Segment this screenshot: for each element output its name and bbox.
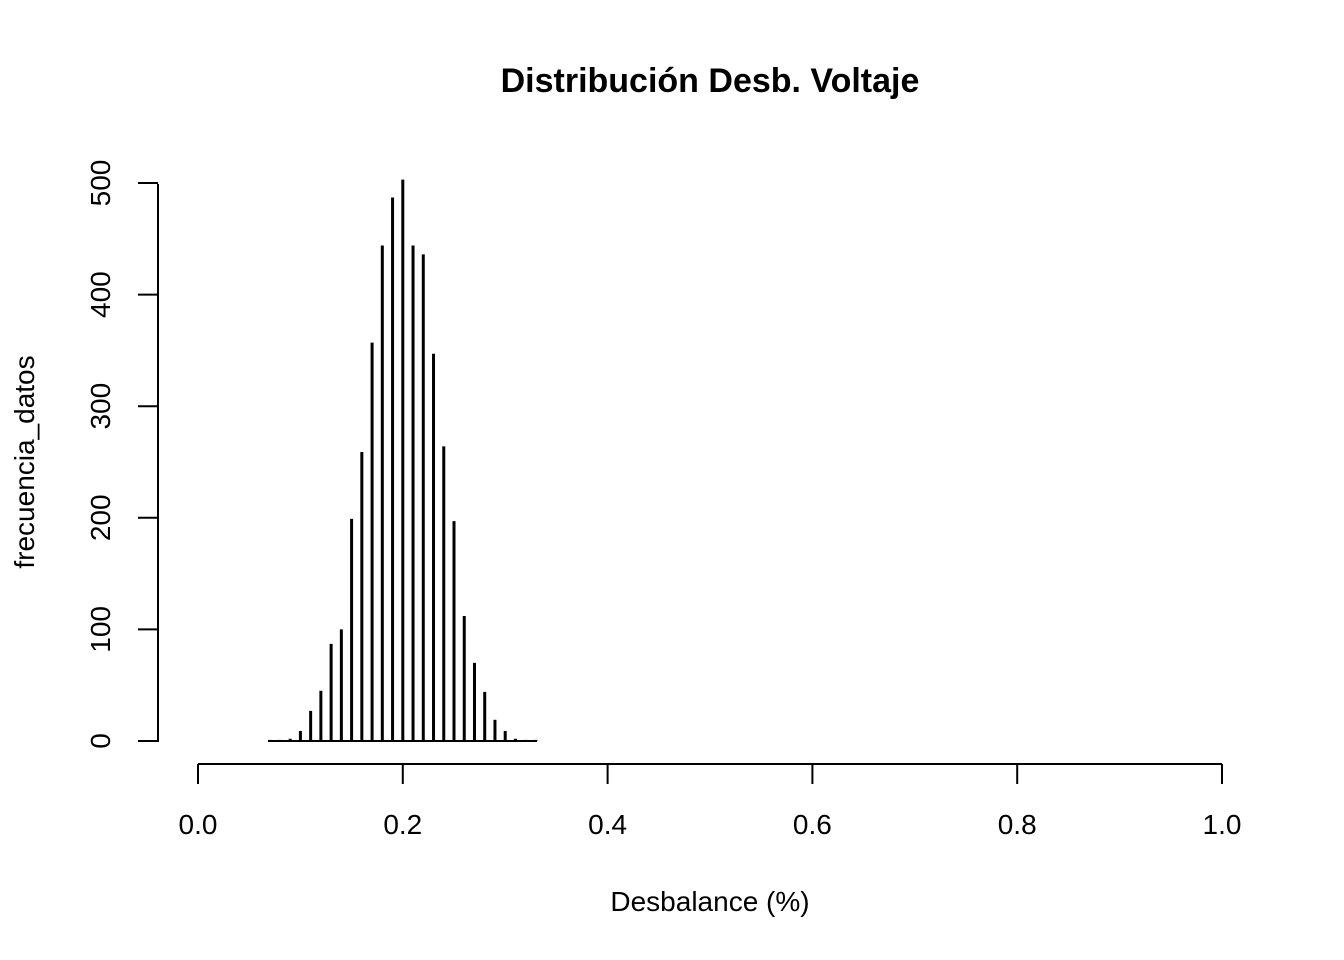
y-axis-label: frecuencia_datos [9, 355, 40, 568]
y-tick-label: 300 [85, 383, 116, 430]
y-axis: 0 100 200 300 400 500 [85, 160, 159, 749]
x-tick-label: 0.8 [998, 809, 1037, 840]
x-tick-label: 0.4 [588, 809, 627, 840]
y-tick-label: 200 [85, 494, 116, 541]
y-ticks: 0 100 200 300 400 500 [85, 160, 158, 749]
x-tick-label: 1.0 [1203, 809, 1242, 840]
x-tick-label: 0.2 [383, 809, 422, 840]
y-tick-label: 100 [85, 606, 116, 653]
chart-title: Distribución Desb. Voltaje [501, 62, 920, 100]
bars [268, 179, 538, 741]
x-axis-label: Desbalance (%) [610, 886, 809, 917]
x-ticks: 0.0 0.2 0.4 0.6 0.8 1.0 [179, 764, 1242, 840]
y-tick-label: 400 [85, 271, 116, 318]
y-tick-label: 0 [85, 733, 116, 749]
x-axis: 0.0 0.2 0.4 0.6 0.8 1.0 [179, 763, 1242, 840]
x-tick-label: 0.0 [179, 809, 218, 840]
x-tick-label: 0.6 [793, 809, 832, 840]
y-tick-label: 500 [85, 160, 116, 207]
